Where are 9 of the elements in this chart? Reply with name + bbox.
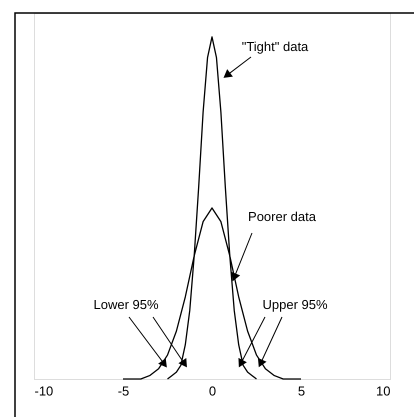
x-tick-label: 5 — [298, 384, 306, 398]
x-tick-label: -10 — [34, 384, 54, 398]
annotation: Upper 95% — [262, 297, 328, 312]
annotation: "Tight" data — [242, 39, 310, 54]
annotation: Lower 95% — [93, 297, 159, 312]
x-tick-label: 0 — [208, 384, 216, 398]
annotation: Poorer data — [248, 209, 317, 224]
x-tick-label: 10 — [376, 384, 390, 398]
x-tick-label: -5 — [118, 384, 130, 398]
